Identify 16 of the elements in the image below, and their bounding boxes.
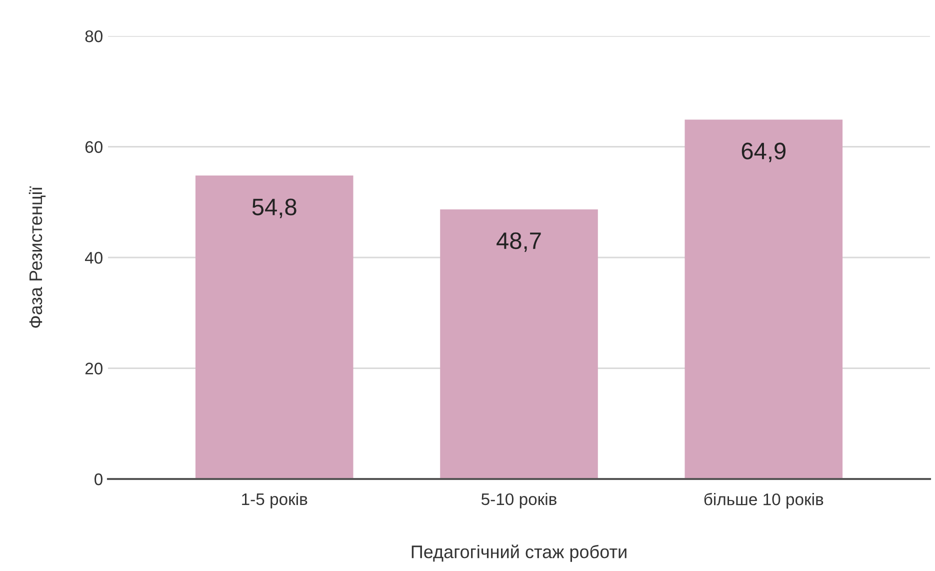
data-label: 54,8 [252, 198, 296, 218]
y-tick-label: 0 [94, 473, 102, 486]
x-tick-label: більше 10 років [704, 492, 824, 509]
x-axis-title: Педагогічний стаж роботи [412, 544, 626, 562]
bar [684, 120, 843, 479]
x-tick-label: 1-5 років [242, 492, 308, 508]
bar [195, 176, 354, 479]
data-label: 48,7 [496, 232, 541, 252]
y-tick-label: 60 [85, 141, 102, 153]
bar [440, 209, 598, 479]
y-tick-label: 20 [85, 362, 102, 374]
y-tick-label: 40 [84, 252, 102, 264]
y-tick-label: 80 [85, 30, 102, 42]
x-tick-label: 5-10 років [481, 492, 556, 508]
y-axis-title: Фаза Резистенції [28, 186, 46, 328]
data-label: 64,9 [742, 142, 786, 162]
